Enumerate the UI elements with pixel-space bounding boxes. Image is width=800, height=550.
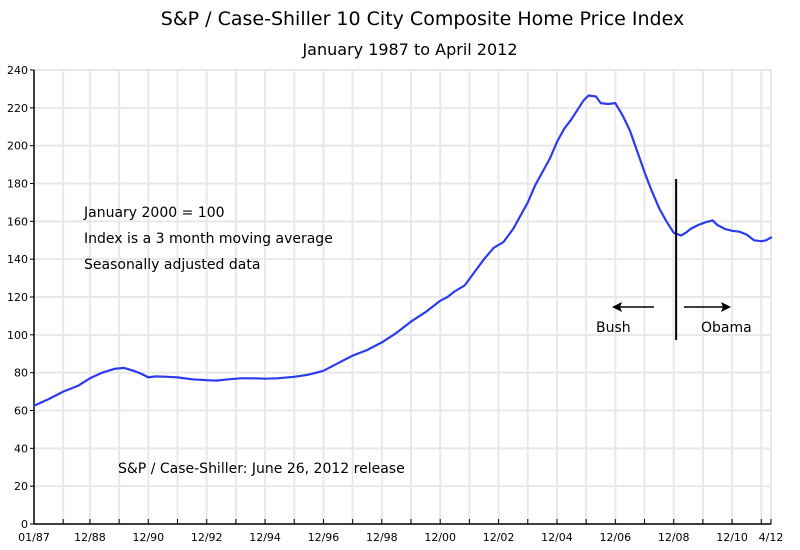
y-tick-label: 140 [7,253,28,266]
annotation-source: S&P / Case-Shiller: June 26, 2012 releas… [118,461,405,477]
y-tick-label: 40 [14,442,28,455]
x-tick-label: 12/10 [716,531,748,544]
annotation-base: January 2000 = 100 [83,205,225,221]
obama-arrow [684,302,731,312]
y-ticks: 0 20 40 60 80 100 120 140 160 180 200 220 240 [7,64,34,531]
x-tick-label: 12/90 [132,531,164,544]
x-tick-label: 01/87 [18,531,50,544]
y-tick-label: 120 [7,291,28,304]
chart-title: S&P / Case-Shiller 10 City Composite Hom… [160,8,685,30]
bush-arrow [612,302,654,312]
y-tick-label: 220 [7,102,28,115]
y-tick-label: 240 [7,64,28,77]
chart-subtitle: January 1987 to April 2012 [302,40,518,59]
obama-label: Obama [701,320,752,336]
bush-label: Bush [596,320,631,336]
x-ticks: 01/87 12/88 12/90 12/92 12/94 12/96 12/98 12/00… [18,519,783,544]
x-tick-label: 12/98 [366,531,398,544]
annotation-seasonal: Seasonally adjusted data [84,257,260,273]
grid [34,69,772,524]
x-tick-label: 12/96 [308,531,340,544]
y-tick-label: 200 [7,140,28,153]
x-tick-label: 12/06 [599,531,631,544]
y-tick-label: 100 [7,329,28,342]
annotation-moving-average: Index is a 3 month moving average [84,231,333,247]
y-tick-label: 180 [7,178,28,191]
y-tick-label: 0 [21,518,28,531]
y-tick-label: 60 [14,405,28,418]
x-tick-label: 12/88 [74,531,106,544]
x-tick-label: 12/02 [483,531,515,544]
x-tick-label: 12/94 [249,531,281,544]
x-tick-label: 12/92 [191,531,223,544]
x-tick-label: 12/08 [658,531,690,544]
y-tick-label: 80 [14,367,28,380]
x-tick-label: 12/04 [541,531,573,544]
y-tick-label: 20 [14,480,28,493]
x-tick-label: 12/00 [424,531,456,544]
y-tick-label: 160 [7,215,28,228]
series-line-10-city-composite [32,94,773,407]
x-tick-label: 4/12 [759,531,784,544]
